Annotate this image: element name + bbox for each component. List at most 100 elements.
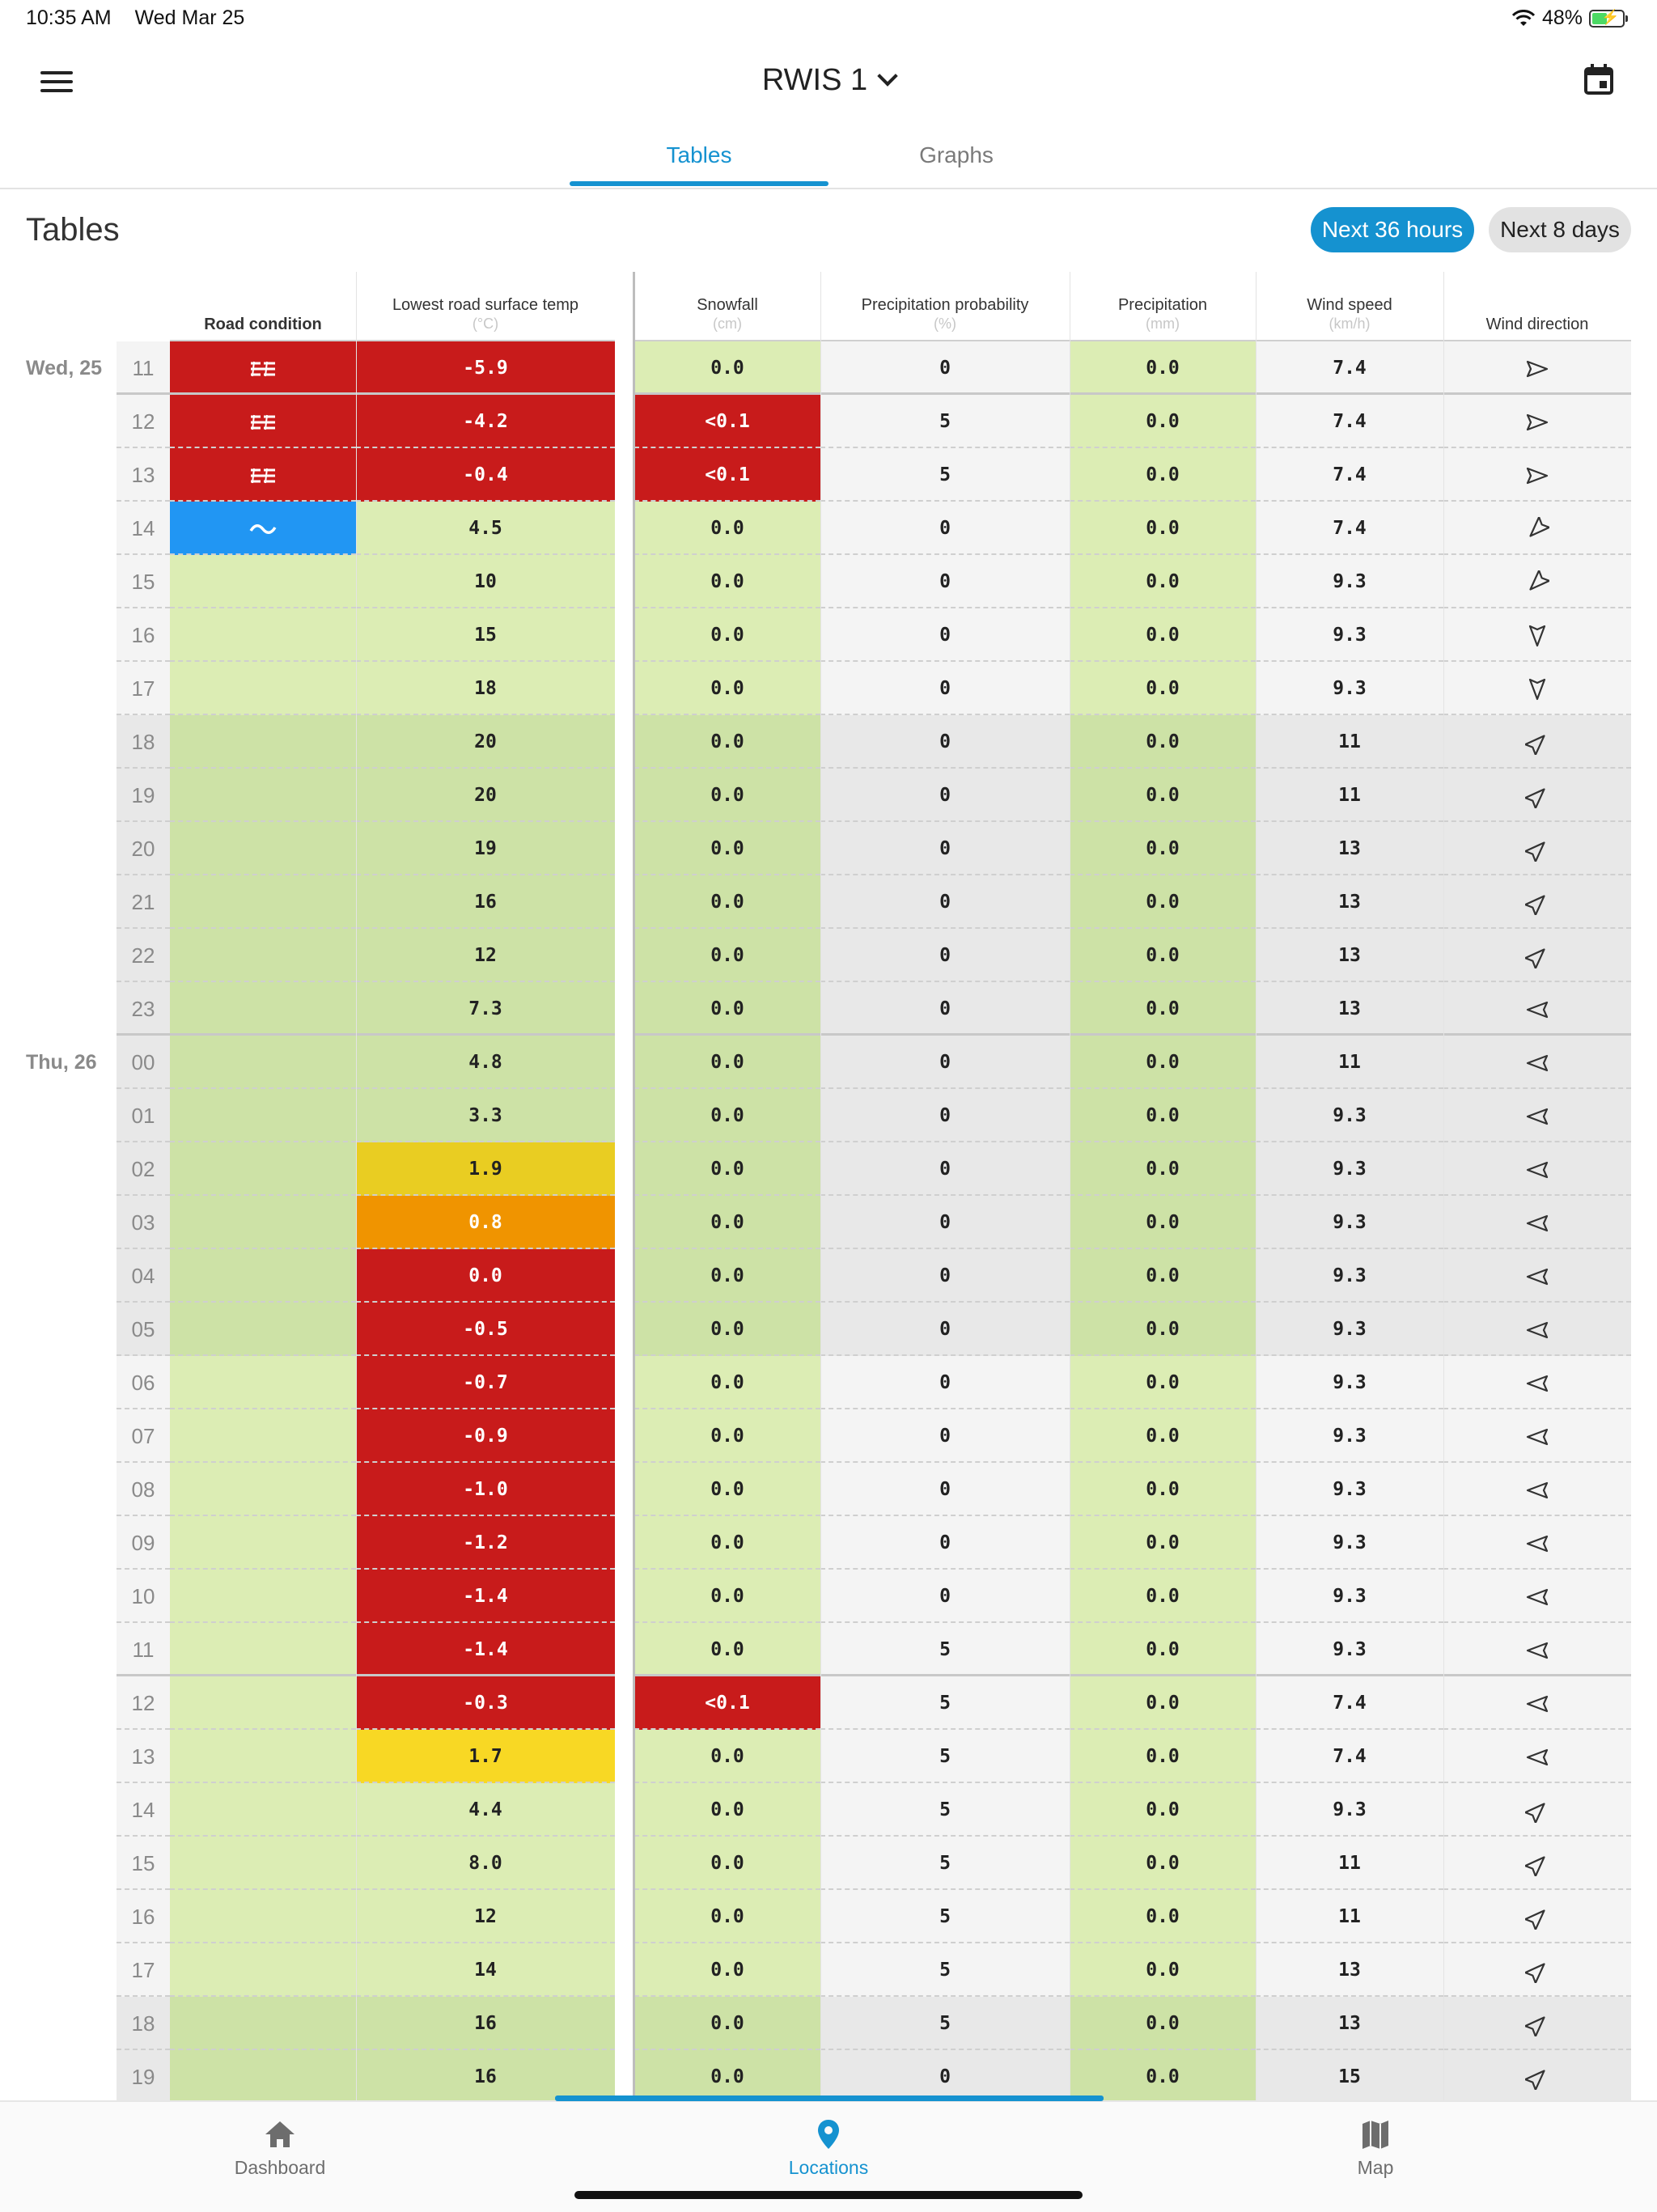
- spacer-cell: [615, 2050, 634, 2100]
- precip-probability-cell: 0: [820, 822, 1070, 875]
- road-condition-cell: [170, 448, 356, 502]
- calendar-icon[interactable]: [1583, 63, 1615, 95]
- tab-graphs[interactable]: Graphs: [919, 142, 994, 167]
- wind-direction-cell: [1443, 1303, 1631, 1356]
- road-temp-cell: 0.8: [356, 1196, 615, 1249]
- road-temp-cell: 20: [356, 715, 615, 769]
- table-row: 12 -0.3 <0.1 5 0.0 7.4: [0, 1676, 1657, 1730]
- precip-probability-cell: 0: [820, 1570, 1070, 1623]
- spacer-cell: [615, 1730, 634, 1783]
- precipitation-cell: 0.0: [1070, 1890, 1256, 1943]
- wind-direction-cell: [1443, 715, 1631, 769]
- location-selector[interactable]: RWIS 1: [0, 63, 1657, 98]
- snowfall-cell: 0.0: [634, 1089, 820, 1142]
- wind-direction-cell: [1443, 662, 1631, 715]
- menu-icon[interactable]: [40, 71, 73, 95]
- wind-direction-cell: [1443, 1249, 1631, 1303]
- wind-speed-cell: 9.3: [1256, 1303, 1443, 1356]
- wind-direction-cell: [1443, 1356, 1631, 1409]
- wind-speed-cell: 15: [1256, 2050, 1443, 2100]
- wind-arrow-icon: [1525, 1855, 1545, 1876]
- wind-speed-cell: 13: [1256, 982, 1443, 1036]
- spacer-cell: [615, 1356, 634, 1409]
- road-condition-cell: [170, 875, 356, 929]
- precipitation-cell: 0.0: [1070, 1196, 1256, 1249]
- spacer-cell: [615, 502, 634, 555]
- wind-arrow-icon: [1526, 360, 1549, 377]
- column-divider: [633, 272, 635, 2100]
- road-condition-cell: [170, 1516, 356, 1570]
- road-condition-cell: [170, 2050, 356, 2100]
- spacer-cell: [615, 1463, 634, 1516]
- wifi-icon: [1511, 9, 1536, 26]
- road-temp-cell: 1.9: [356, 1142, 615, 1196]
- wind-arrow-icon: [1529, 570, 1549, 591]
- table-row: 05 -0.5 0.0 0 0.0 9.3: [0, 1303, 1657, 1356]
- wind-arrow-icon: [1526, 1748, 1549, 1765]
- table-row: 20 19 0.0 0 0.0 13: [0, 822, 1657, 875]
- snowfall-cell: 0.0: [634, 1463, 820, 1516]
- spacer-cell: [615, 1943, 634, 1997]
- snowfall-cell: 0.0: [634, 875, 820, 929]
- status-time: 10:35 AM: [26, 6, 112, 29]
- road-condition-cell: [170, 1837, 356, 1890]
- wind-arrow-icon: [1526, 1161, 1549, 1178]
- spacer-cell: [615, 1036, 634, 1089]
- precipitation-cell: 0.0: [1070, 1730, 1256, 1783]
- precip-probability-cell: 5: [820, 448, 1070, 502]
- wind-speed-cell: 9.3: [1256, 1409, 1443, 1463]
- snowfall-cell: 0.0: [634, 662, 820, 715]
- road-condition-cell: [170, 1036, 356, 1089]
- location-pin-icon: [818, 2120, 839, 2149]
- road-condition-cell: [170, 662, 356, 715]
- nav-label: Locations: [788, 2157, 869, 2178]
- wind-direction-cell: [1443, 608, 1631, 662]
- nav-map[interactable]: Map: [1295, 2117, 1456, 2179]
- road-temp-cell: 14: [356, 1943, 615, 1997]
- precip-probability-cell: 0: [820, 2050, 1070, 2100]
- tab-bar: Tables Graphs: [0, 128, 1657, 189]
- nav-locations[interactable]: Locations: [748, 2117, 909, 2179]
- precipitation-cell: 0.0: [1070, 1623, 1256, 1676]
- road-temp-cell: 12: [356, 929, 615, 982]
- wind-speed-cell: 9.3: [1256, 1089, 1443, 1142]
- hour-label: 07: [117, 1409, 170, 1463]
- road-temp-cell: 4.8: [356, 1036, 615, 1089]
- wind-direction-cell: [1443, 1463, 1631, 1516]
- road-condition-cell: [170, 1943, 356, 1997]
- table-row: 10 -1.4 0.0 0 0.0 9.3: [0, 1570, 1657, 1623]
- wind-arrow-icon: [1525, 2069, 1545, 2090]
- wind-speed-cell: 7.4: [1256, 448, 1443, 502]
- hour-label: 02: [117, 1142, 170, 1196]
- road-temp-cell: 15: [356, 608, 615, 662]
- snowfall-cell: 0.0: [634, 1516, 820, 1570]
- road-temp-cell: 20: [356, 769, 615, 822]
- wind-speed-cell: 7.4: [1256, 341, 1443, 395]
- wind-direction-cell: [1443, 341, 1631, 395]
- nav-dashboard[interactable]: Dashboard: [199, 2117, 361, 2179]
- wind-speed-cell: 9.3: [1256, 662, 1443, 715]
- table-row: 22 12 0.0 0 0.0 13: [0, 929, 1657, 982]
- wind-direction-cell: [1443, 1142, 1631, 1196]
- spacer-cell: [615, 1409, 634, 1463]
- tab-tables[interactable]: Tables: [666, 142, 732, 167]
- wind-arrow-icon: [1525, 734, 1545, 755]
- precip-probability-cell: 5: [820, 1676, 1070, 1730]
- wind-direction-cell: [1443, 1196, 1631, 1249]
- spacer-cell: [615, 715, 634, 769]
- page-title: RWIS 1: [761, 63, 868, 97]
- wind-arrow-icon: [1525, 1962, 1545, 1983]
- spacer-cell: [615, 1676, 634, 1730]
- table-row: 18 20 0.0 0 0.0 11: [0, 715, 1657, 769]
- road-temp-cell: -1.2: [356, 1516, 615, 1570]
- road-temp-cell: 1.7: [356, 1730, 615, 1783]
- table-row: 15 8.0 0.0 5 0.0 11: [0, 1837, 1657, 1890]
- table-row: 09 -1.2 0.0 0 0.0 9.3: [0, 1516, 1657, 1570]
- road-temp-cell: 12: [356, 1890, 615, 1943]
- snowfall-cell: 0.0: [634, 2050, 820, 2100]
- hour-label: 23: [117, 982, 170, 1036]
- next-8-days-button[interactable]: Next 8 days: [1489, 207, 1631, 252]
- precipitation-cell: 0.0: [1070, 1409, 1256, 1463]
- next-36-hours-button[interactable]: Next 36 hours: [1311, 207, 1474, 252]
- wind-arrow-icon: [1526, 1428, 1549, 1445]
